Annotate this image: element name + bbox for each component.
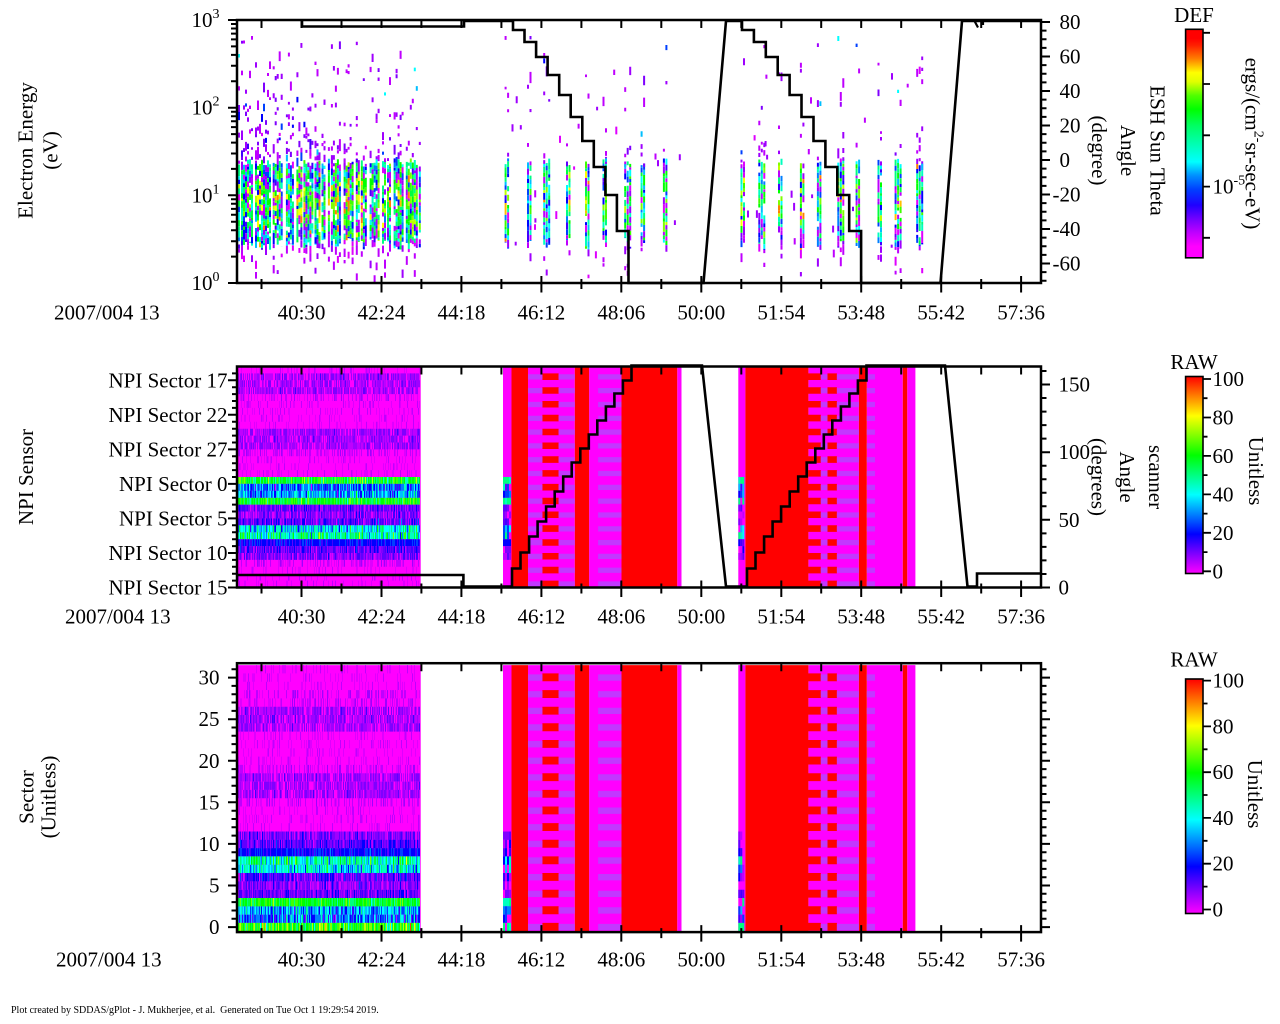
svg-text:55:42: 55:42 [917,947,965,971]
svg-text:50: 50 [1059,508,1080,532]
svg-text:NPI Sector 15: NPI Sector 15 [109,575,228,599]
svg-text:57:36: 57:36 [997,300,1045,324]
svg-text:0: 0 [1213,898,1224,922]
svg-text:2007/004 13: 2007/004 13 [65,604,171,628]
svg-text:NPI Sector 10: NPI Sector 10 [109,541,228,565]
svg-text:60: 60 [1213,444,1234,468]
svg-text:0: 0 [1060,148,1071,172]
svg-text:Electron Energy: Electron Energy [13,82,37,219]
svg-text:42:24: 42:24 [358,300,406,324]
svg-text:20: 20 [1213,852,1234,876]
svg-text:DEF: DEF [1174,3,1214,27]
svg-text:Unitless: Unitless [1243,760,1267,829]
svg-text:48:06: 48:06 [597,947,645,971]
svg-text:ESH Sun Theta: ESH Sun Theta [1146,85,1170,216]
svg-text:40:30: 40:30 [278,300,326,324]
svg-text:40:30: 40:30 [278,947,326,971]
svg-text:10: 10 [199,832,220,856]
svg-text:53:48: 53:48 [837,604,885,628]
svg-text:50:00: 50:00 [677,947,725,971]
svg-text:RAW: RAW [1170,648,1217,672]
svg-text:80: 80 [1213,714,1234,738]
svg-text:53:48: 53:48 [837,947,885,971]
svg-text:44:18: 44:18 [437,604,485,628]
svg-text:80: 80 [1213,405,1234,429]
svg-text:20: 20 [1060,113,1081,137]
svg-text:40: 40 [1060,79,1081,103]
svg-text:-60: -60 [1053,252,1081,276]
svg-text:2007/004 13: 2007/004 13 [54,300,160,324]
svg-text:-40: -40 [1053,217,1081,241]
svg-text:2007/004 13: 2007/004 13 [56,947,162,971]
svg-text:(degrees): (degrees) [1087,438,1111,516]
svg-text:NPI Sector 17: NPI Sector 17 [109,368,228,392]
svg-text:NPI Sector 0: NPI Sector 0 [119,472,228,496]
svg-text:30: 30 [199,666,220,690]
svg-text:20: 20 [1213,521,1234,545]
svg-text:5: 5 [209,874,220,898]
svg-text:(degree): (degree) [1087,116,1111,186]
svg-text:(eV): (eV) [39,131,63,169]
svg-text:50:00: 50:00 [677,300,725,324]
svg-text:0: 0 [1059,576,1070,600]
svg-text:0: 0 [1213,559,1224,583]
svg-text:0: 0 [209,915,220,939]
svg-text:48:06: 48:06 [597,300,645,324]
svg-text:57:36: 57:36 [997,604,1045,628]
svg-text:RAW: RAW [1170,350,1217,374]
svg-text:51:54: 51:54 [757,300,805,324]
svg-text:NPI Sector 5: NPI Sector 5 [119,506,228,530]
svg-text:51:54: 51:54 [757,604,805,628]
svg-text:46:12: 46:12 [517,947,565,971]
svg-text:ergs/(cm2-sr-sec-eV): ergs/(cm2-sr-sec-eV) [1241,58,1266,230]
svg-text:Sector: Sector [15,770,39,824]
svg-text:NPI Sector 22: NPI Sector 22 [109,403,228,427]
svg-text:42:24: 42:24 [358,947,406,971]
svg-text:150: 150 [1059,373,1091,397]
svg-text:scanner: scanner [1144,445,1168,509]
svg-text:Plot created by SDDAS/gPlot -: Plot created by SDDAS/gPlot - J. Mukherj… [11,1005,379,1016]
svg-text:Unitless: Unitless [1244,437,1268,506]
svg-text:50:00: 50:00 [677,604,725,628]
svg-text:20: 20 [199,749,220,773]
svg-text:40: 40 [1213,806,1234,830]
svg-text:Angle: Angle [1115,451,1139,502]
svg-text:51:54: 51:54 [757,947,805,971]
svg-text:48:06: 48:06 [597,604,645,628]
svg-text:57:36: 57:36 [997,947,1045,971]
svg-text:46:12: 46:12 [517,604,565,628]
svg-text:60: 60 [1213,760,1234,784]
svg-text:(Unitless): (Unitless) [37,756,61,839]
svg-text:53:48: 53:48 [837,300,885,324]
svg-text:25: 25 [199,707,220,731]
svg-text:40: 40 [1213,482,1234,506]
svg-text:Angle: Angle [1116,125,1140,176]
svg-text:15: 15 [199,790,220,814]
svg-text:60: 60 [1060,44,1081,68]
svg-text:46:12: 46:12 [517,300,565,324]
svg-text:44:18: 44:18 [437,947,485,971]
svg-text:100: 100 [1059,440,1091,464]
svg-text:NPI Sector 27: NPI Sector 27 [109,437,228,461]
svg-text:55:42: 55:42 [917,300,965,324]
svg-text:55:42: 55:42 [917,604,965,628]
svg-text:40:30: 40:30 [278,604,326,628]
svg-text:NPI Sensor: NPI Sensor [14,429,38,525]
svg-text:100: 100 [1213,367,1245,391]
svg-text:42:24: 42:24 [358,604,406,628]
svg-text:44:18: 44:18 [437,300,485,324]
svg-text:80: 80 [1060,10,1081,34]
svg-text:-20: -20 [1053,183,1081,207]
svg-text:100: 100 [1213,669,1245,693]
